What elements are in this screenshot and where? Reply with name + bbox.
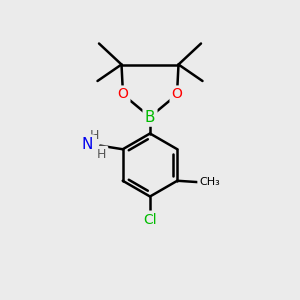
Text: O: O — [172, 88, 182, 101]
Text: Cl: Cl — [143, 213, 157, 226]
Text: H: H — [90, 129, 100, 142]
Text: H: H — [97, 148, 106, 160]
Text: B: B — [145, 110, 155, 124]
Text: CH₃: CH₃ — [199, 177, 220, 187]
Text: N: N — [82, 136, 93, 152]
Text: O: O — [118, 88, 128, 101]
